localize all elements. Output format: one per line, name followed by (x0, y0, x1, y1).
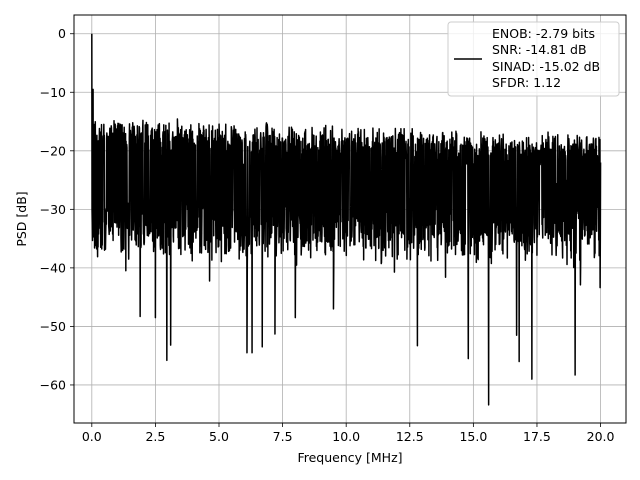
x-tick-label: 2.5 (145, 429, 165, 444)
x-tick-label: 0.0 (82, 429, 102, 444)
y-tick-label: −30 (40, 202, 66, 217)
x-tick-label: 12.5 (396, 429, 424, 444)
x-axis-label: Frequency [MHz] (297, 450, 402, 465)
x-tick-label: 10.0 (332, 429, 360, 444)
y-tick-label: −10 (40, 85, 66, 100)
legend-entry-enob: ENOB: -2.79 bits (492, 26, 595, 41)
x-tick-label: 15.0 (459, 429, 487, 444)
y-axis-ticks: 0 −10 −20 −30 −40 −50 −60 (40, 26, 74, 392)
y-tick-label: −40 (40, 260, 66, 275)
y-tick-label: −60 (40, 377, 66, 392)
y-tick-label: 0 (58, 26, 66, 41)
x-tick-label: 20.0 (587, 429, 615, 444)
legend-entry-sinad: SINAD: -15.02 dB (492, 59, 600, 74)
legend-box (447, 21, 620, 97)
x-tick-label: 17.5 (523, 429, 551, 444)
psd-series-line (91, 33, 602, 406)
x-tick-label: 5.0 (209, 429, 229, 444)
legend: ENOB: -2.79 bits SNR: -14.81 dB SINAD: -… (447, 21, 620, 97)
legend-entry-snr: SNR: -14.81 dB (492, 42, 587, 57)
plot-frame (73, 14, 627, 424)
legend-entry-sfdr: SFDR: 1.12 (492, 75, 561, 90)
x-tick-label: 7.5 (273, 429, 293, 444)
y-tick-label: −50 (40, 319, 66, 334)
y-axis-label: PSD [dB] (14, 191, 29, 246)
y-tick-label: −20 (40, 143, 66, 158)
plot-area (91, 33, 602, 406)
x-axis-ticks: 0.0 2.5 5.0 7.5 10.0 12.5 15.0 17.5 20.0 (82, 423, 615, 444)
